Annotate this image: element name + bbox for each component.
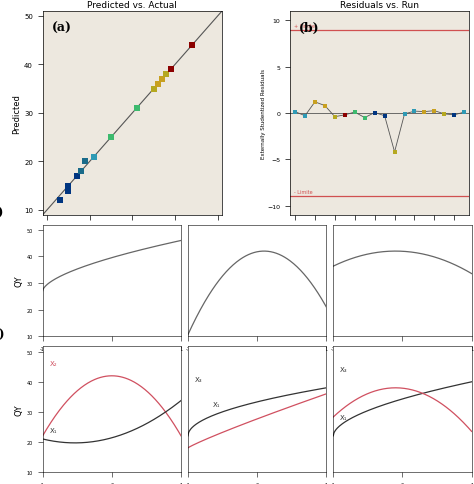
Text: (a): (a): [52, 22, 72, 35]
Text: X₁: X₁: [340, 414, 347, 420]
Title: Residuals vs. Run: Residuals vs. Run: [340, 1, 419, 10]
Title: Predicted vs. Actual: Predicted vs. Actual: [87, 1, 177, 10]
Text: X₁: X₁: [213, 401, 220, 408]
Point: [440, 111, 448, 119]
Point: [331, 114, 338, 121]
X-axis label: X₂: Time (hour): X₂: Time (hour): [233, 354, 281, 359]
Y-axis label: QY: QY: [15, 403, 24, 415]
Point: [301, 113, 309, 121]
Y-axis label: Externally Studentized Residuals: Externally Studentized Residuals: [261, 69, 266, 159]
Point: [430, 107, 438, 115]
Point: [163, 71, 170, 79]
Point: [77, 168, 85, 176]
Point: [90, 153, 98, 161]
Text: (b): (b): [299, 22, 319, 35]
Text: + Limite: + Limite: [293, 24, 315, 30]
Point: [420, 108, 428, 116]
Text: (d): (d): [0, 327, 5, 340]
Point: [82, 158, 89, 166]
Point: [133, 105, 140, 113]
Point: [460, 109, 468, 117]
Text: X₃: X₃: [195, 376, 202, 382]
Y-axis label: Predicted: Predicted: [12, 94, 21, 134]
Point: [107, 134, 115, 142]
Point: [188, 42, 196, 50]
Point: [150, 86, 157, 93]
Point: [410, 108, 418, 116]
Text: X₃: X₃: [340, 366, 347, 372]
X-axis label: X₁: Temperature (°C): X₁: Temperature (°C): [79, 354, 145, 359]
Text: X₂: X₂: [50, 360, 57, 366]
Point: [154, 81, 162, 89]
Point: [64, 187, 72, 195]
Point: [311, 99, 319, 106]
Text: (c): (c): [0, 207, 4, 220]
Text: X₁: X₁: [50, 426, 57, 433]
Point: [391, 149, 398, 156]
Point: [64, 182, 72, 190]
Point: [450, 112, 458, 120]
Text: - Limite: - Limite: [293, 190, 312, 195]
X-axis label: Actual: Actual: [119, 237, 146, 245]
Point: [371, 109, 378, 117]
Point: [158, 76, 166, 84]
Point: [291, 108, 299, 116]
Point: [351, 109, 358, 117]
Point: [167, 66, 174, 74]
X-axis label: Run Number: Run Number: [356, 236, 403, 244]
Point: [341, 112, 348, 120]
Point: [401, 111, 408, 119]
Y-axis label: QY: QY: [15, 275, 24, 287]
X-axis label: X₃: LPEI weight (%): X₃: LPEI weight (%): [373, 354, 432, 359]
Point: [361, 115, 368, 122]
Point: [56, 197, 64, 205]
Point: [381, 113, 388, 121]
Point: [321, 103, 328, 110]
Point: [73, 173, 81, 181]
